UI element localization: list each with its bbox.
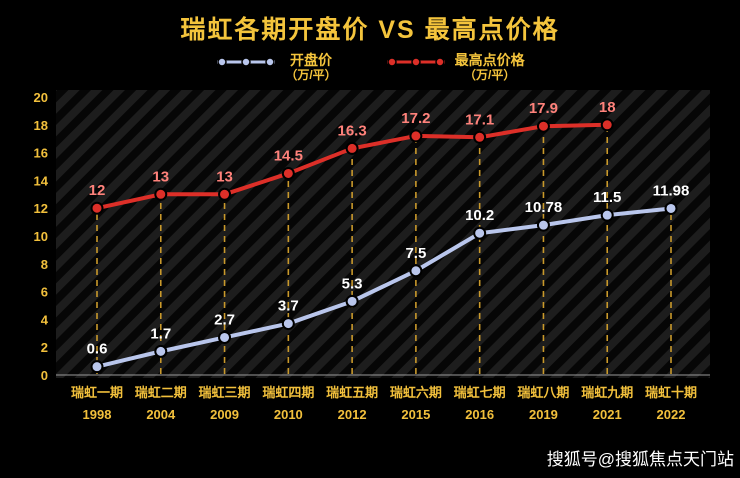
data-point-opening: [473, 226, 487, 240]
data-point-opening: [154, 344, 168, 358]
y-tick-label: 2: [41, 340, 48, 355]
value-label-peak: 17.2: [401, 110, 430, 127]
x-category-label: 瑞虹八期: [517, 385, 569, 400]
legend-sublabel-peak: （万/平）: [464, 68, 516, 82]
data-point-opening: [409, 264, 423, 278]
x-year-label: 1998: [83, 407, 112, 422]
x-category-label: 瑞虹五期: [326, 385, 378, 400]
value-label-peak: 12: [89, 182, 106, 199]
value-label-peak: 16.3: [338, 122, 367, 139]
x-year-label: 2012: [338, 407, 367, 422]
value-label-opening: 1.7: [150, 325, 171, 342]
data-point-peak: [600, 118, 614, 132]
data-point-peak: [218, 187, 232, 201]
series-line-opening: [95, 206, 673, 369]
value-label-opening: 10.78: [525, 199, 563, 216]
y-tick-label: 8: [41, 257, 48, 272]
data-point-peak: [281, 166, 295, 180]
data-point-peak: [536, 119, 550, 133]
x-year-label: 2009: [210, 407, 239, 422]
legend-label-peak: 最高点价格: [454, 52, 525, 68]
value-label-peak: 18: [599, 99, 616, 116]
data-point-opening: [536, 218, 550, 232]
data-point-opening: [281, 317, 295, 331]
value-label-opening: 11.5: [593, 189, 621, 206]
legend-text-peak: 最高点价格 （万/平）: [455, 52, 525, 83]
x-year-label: 2019: [529, 407, 558, 422]
value-label-peak: 13: [216, 168, 233, 185]
data-point-opening: [600, 208, 614, 222]
x-year-label: 2022: [657, 407, 686, 422]
x-category-label: 瑞虹六期: [390, 385, 442, 400]
data-point-peak: [473, 130, 487, 144]
x-year-label: 2015: [401, 407, 430, 422]
x-category-label: 瑞虹一期: [71, 385, 123, 400]
legend-label-opening: 开盘价: [290, 52, 332, 68]
legend-sublabel-opening: （万/平）: [285, 68, 337, 82]
x-year-label: 2010: [274, 407, 303, 422]
value-label-opening: 10.2: [465, 207, 494, 224]
watermark: 搜狐号@搜狐焦点天门站: [546, 450, 734, 469]
x-category-label: 瑞虹十期: [645, 385, 697, 400]
value-label-opening: 7.5: [405, 245, 426, 262]
value-label-opening: 5.3: [342, 275, 363, 292]
chart-title: 瑞虹各期开盘价 VS 最高点价格: [180, 16, 560, 44]
x-category-label: 瑞虹三期: [199, 385, 251, 400]
x-category-label: 瑞虹九期: [581, 385, 633, 400]
value-label-peak: 13: [152, 168, 169, 185]
data-point-opening: [664, 201, 678, 215]
x-category-label: 瑞虹二期: [135, 385, 187, 400]
x-year-label: 2004: [146, 407, 176, 422]
y-tick-label: 4: [41, 312, 49, 327]
data-point-opening: [345, 294, 359, 308]
y-tick-label: 12: [34, 201, 48, 216]
data-point-peak: [154, 187, 168, 201]
value-label-opening: 0.6: [87, 341, 108, 358]
chart-legend: 开盘价 （万/平） 最高点价格 （万/平）: [0, 52, 740, 83]
value-label-opening: 2.7: [214, 311, 235, 328]
y-tick-label: 20: [34, 90, 48, 105]
legend-text-opening: 开盘价 （万/平）: [285, 52, 336, 83]
y-tick-label: 16: [34, 146, 48, 161]
legend-item-peak: 最高点价格 （万/平）: [385, 52, 525, 83]
y-tick-label: 10: [34, 229, 48, 244]
x-year-label: 2021: [593, 407, 622, 422]
data-point-peak: [90, 201, 104, 215]
data-point-peak: [345, 141, 359, 155]
y-tick-label: 14: [34, 173, 49, 188]
data-point-opening: [90, 360, 104, 374]
data-point-opening: [218, 330, 232, 344]
legend-line-swatch-opening: [217, 57, 276, 67]
value-label-peak: 17.1: [465, 111, 494, 128]
data-point-peak: [409, 129, 423, 143]
y-tick-label: 6: [41, 285, 48, 300]
legend-item-opening: 开盘价 （万/平）: [215, 52, 337, 83]
value-label-peak: 17.9: [529, 100, 558, 117]
value-label-opening: 3.7: [278, 298, 299, 315]
plot-background: [56, 90, 710, 378]
y-tick-label: 0: [41, 368, 48, 383]
value-label-peak: 14.5: [274, 147, 303, 164]
x-category-label: 瑞虹七期: [454, 385, 506, 400]
x-category-label: 瑞虹四期: [262, 385, 314, 400]
y-tick-label: 18: [34, 118, 48, 133]
value-label-opening: 11.98: [653, 182, 690, 199]
legend-line-swatch-peak: [386, 57, 445, 67]
x-year-label: 2016: [465, 407, 494, 422]
